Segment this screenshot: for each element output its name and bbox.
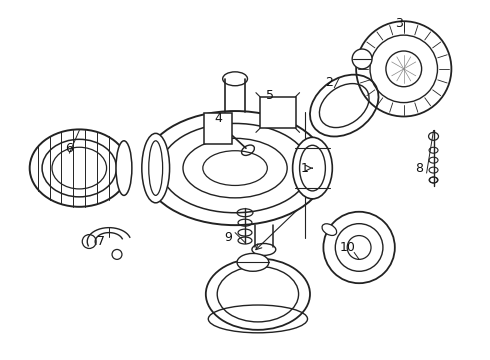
Text: 9: 9 <box>224 231 232 244</box>
Text: 5: 5 <box>266 89 274 102</box>
Circle shape <box>352 49 372 69</box>
Text: 2: 2 <box>325 76 333 89</box>
Ellipse shape <box>206 258 310 330</box>
Ellipse shape <box>30 129 129 207</box>
Text: 8: 8 <box>415 162 423 175</box>
Ellipse shape <box>143 111 327 225</box>
Ellipse shape <box>116 141 132 195</box>
Text: 1: 1 <box>300 162 309 175</box>
Ellipse shape <box>237 253 269 271</box>
Text: 3: 3 <box>395 17 403 30</box>
Text: 4: 4 <box>214 112 222 125</box>
FancyBboxPatch shape <box>204 113 232 144</box>
Text: 6: 6 <box>66 142 74 155</box>
Ellipse shape <box>322 224 337 235</box>
Text: 7: 7 <box>97 235 105 248</box>
Text: 10: 10 <box>339 241 355 254</box>
Ellipse shape <box>142 133 170 203</box>
FancyBboxPatch shape <box>260 96 295 129</box>
Circle shape <box>323 212 395 283</box>
Ellipse shape <box>293 137 332 199</box>
